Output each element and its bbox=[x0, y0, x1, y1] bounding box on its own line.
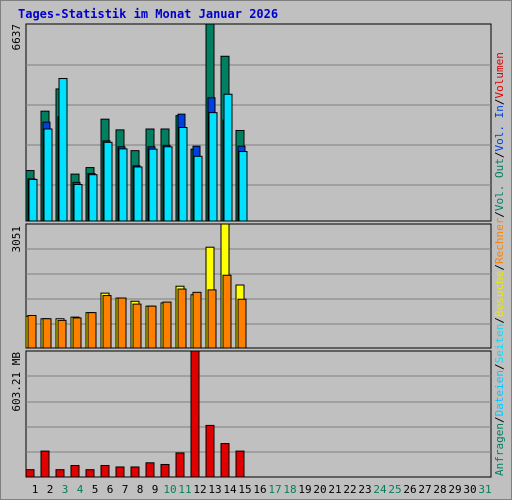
x-tick-label: 12 bbox=[193, 483, 206, 496]
x-tick-label: 28 bbox=[433, 483, 446, 496]
bar-rechner bbox=[132, 303, 142, 349]
bar-volumen bbox=[160, 463, 170, 478]
bar-rechner bbox=[27, 314, 37, 349]
bar-dateien bbox=[28, 178, 38, 222]
bar-rechner bbox=[162, 301, 172, 349]
bar-dateien bbox=[103, 141, 113, 222]
x-tick-label: 25 bbox=[388, 483, 401, 496]
x-tick-label: 17 bbox=[268, 483, 281, 496]
bar-dateien bbox=[223, 93, 233, 222]
bar-dateien bbox=[118, 148, 128, 222]
bar-rechner bbox=[177, 288, 187, 349]
legend-entry: / bbox=[493, 363, 506, 370]
bar-volumen bbox=[70, 465, 80, 478]
bar-volumen bbox=[85, 469, 95, 478]
legend-entry: / bbox=[493, 151, 506, 158]
bar-volumen bbox=[145, 462, 155, 478]
legend-entry: / bbox=[493, 98, 506, 105]
bar-rechner bbox=[192, 291, 202, 349]
legend-entry: Anfragen bbox=[493, 423, 506, 476]
x-tick-label: 31 bbox=[478, 483, 491, 496]
bar-volumen bbox=[235, 450, 245, 478]
x-tick-label: 11 bbox=[178, 483, 191, 496]
bar-rechner bbox=[72, 317, 82, 349]
x-tick-label: 30 bbox=[463, 483, 476, 496]
bar-rechner bbox=[222, 274, 232, 349]
bar-rechner bbox=[87, 312, 97, 349]
bar-volumen bbox=[40, 450, 50, 478]
x-tick-label: 7 bbox=[122, 483, 129, 496]
y-max-label: 3051 bbox=[10, 226, 23, 253]
x-tick-label: 13 bbox=[208, 483, 221, 496]
legend-entry: Dateien bbox=[493, 370, 506, 416]
chart-title: Tages-Statistik im Monat Januar 2026 bbox=[18, 7, 279, 21]
legend-entry: / bbox=[493, 211, 506, 218]
x-tick-label: 6 bbox=[107, 483, 114, 496]
x-tick-label: 10 bbox=[163, 483, 176, 496]
x-tick-label: 14 bbox=[223, 483, 237, 496]
x-tick-label: 22 bbox=[343, 483, 356, 496]
x-tick-label: 2 bbox=[47, 483, 54, 496]
bar-rechner bbox=[237, 298, 247, 349]
bar-dateien bbox=[88, 174, 98, 222]
x-tick-label: 8 bbox=[137, 483, 144, 496]
x-tick-label: 4 bbox=[77, 483, 84, 496]
panel-border bbox=[25, 350, 492, 478]
x-tick-label: 26 bbox=[403, 483, 416, 496]
legend-entry: / bbox=[493, 416, 506, 423]
bar-dateien bbox=[193, 155, 203, 222]
legend-entry: / bbox=[493, 317, 506, 324]
bar-dateien bbox=[238, 151, 248, 222]
x-tick-label: 19 bbox=[298, 483, 311, 496]
legend-entry: Vol. In bbox=[493, 105, 506, 151]
x-tick-label: 5 bbox=[92, 483, 99, 496]
bar-volumen bbox=[55, 469, 65, 478]
bar-volumen bbox=[220, 443, 230, 478]
x-tick-label: 21 bbox=[328, 483, 341, 496]
bar-dateien bbox=[148, 148, 158, 222]
bar-volumen bbox=[190, 350, 200, 478]
bar-volumen bbox=[100, 465, 110, 478]
x-tick-label: 18 bbox=[283, 483, 296, 496]
legend-entry: Seiten bbox=[493, 324, 506, 364]
bar-volumen bbox=[205, 424, 215, 478]
x-tick-label: 3 bbox=[62, 483, 69, 496]
bar-dateien bbox=[178, 127, 188, 222]
bar-rechner bbox=[102, 295, 112, 349]
x-tick-label: 23 bbox=[358, 483, 371, 496]
legend-entry: / bbox=[493, 264, 506, 271]
bar-dateien bbox=[163, 146, 173, 222]
y-max-label: 603.21 MB bbox=[10, 352, 23, 412]
x-tick-label: 1 bbox=[32, 483, 39, 496]
x-tick-label: 15 bbox=[238, 483, 251, 496]
x-tick-label: 16 bbox=[253, 483, 266, 496]
bar-dateien bbox=[208, 112, 218, 222]
bar-dateien bbox=[73, 183, 83, 222]
right-legend: Anfragen/Dateien/Seiten/Besuche/Rechner/… bbox=[493, 52, 506, 476]
bar-rechner bbox=[42, 318, 52, 349]
bar-rechner bbox=[147, 305, 157, 349]
y-max-label: 6637 bbox=[10, 24, 23, 51]
x-tick-label: 29 bbox=[448, 483, 461, 496]
bar-volumen bbox=[25, 469, 35, 478]
x-tick-label: 27 bbox=[418, 483, 431, 496]
bar-volumen bbox=[175, 452, 185, 478]
bar-rechner bbox=[207, 289, 217, 349]
legend-entry: Volumen bbox=[493, 52, 506, 98]
bar-volumen bbox=[130, 466, 140, 478]
legend-entry: Besuche bbox=[493, 271, 506, 317]
bar-dateien bbox=[133, 166, 143, 222]
x-tick-label: 9 bbox=[152, 483, 159, 496]
bar-dateien bbox=[58, 78, 68, 222]
bar-rechner bbox=[57, 319, 67, 349]
x-tick-label: 20 bbox=[313, 483, 326, 496]
legend-entry: Vol. Out bbox=[493, 158, 506, 211]
x-tick-label: 24 bbox=[373, 483, 387, 496]
bar-rechner bbox=[117, 297, 127, 349]
bar-volumen bbox=[115, 466, 125, 478]
bar-dateien bbox=[43, 128, 53, 222]
legend-entry: Rechner bbox=[493, 217, 506, 264]
